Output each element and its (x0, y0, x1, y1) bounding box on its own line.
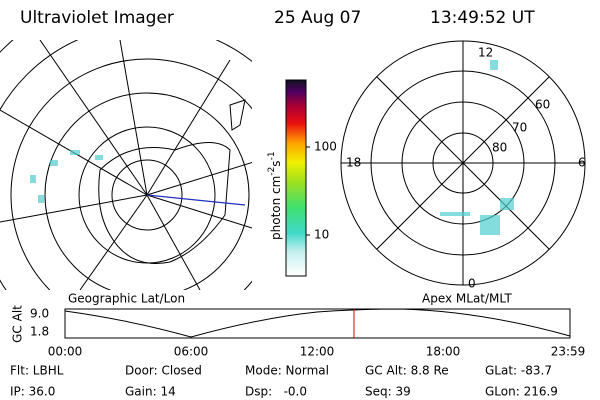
altitude-plot: GC Alt 9.0 1.8 00:00 06:00 12:00 18:00 2… (11, 305, 586, 359)
time-label: 00:00 (48, 345, 83, 359)
time-label: 18:00 (426, 345, 461, 359)
mlt-label: 0 (468, 277, 476, 291)
info-field: GC Alt: 8.8 Re (365, 364, 449, 378)
alt-axis-label: GC Alt (11, 305, 25, 343)
apex-map: 12 18 6 0 60 70 80 (340, 40, 586, 291)
title: Ultraviolet Imager (20, 8, 174, 28)
info-field: Mode: Normal (245, 364, 329, 378)
info-field: Gain: 14 (125, 385, 176, 399)
info-field: Dsp: -0.0 (245, 385, 307, 399)
colorbar-label: photon cm-2s-1 (267, 151, 283, 240)
colorbar (285, 79, 307, 277)
lat-label: 60 (535, 98, 550, 112)
info-block: Flt: LBHL Door: Closed Mode: Normal GC Alt:… (10, 364, 558, 399)
mlt-label: 18 (346, 156, 361, 170)
lat-label: 80 (492, 141, 507, 155)
alt-y-label: 9.0 (30, 307, 49, 321)
alt-y-label: 1.8 (30, 325, 49, 339)
geographic-map (0, 40, 252, 290)
date: 25 Aug 07 (274, 8, 361, 28)
time-label: 23:59 (551, 345, 586, 359)
mlt-label: 12 (478, 46, 493, 60)
colorbar-tick: 100 (314, 140, 337, 154)
right-panel-label: Apex MLat/MLT (422, 292, 512, 306)
mlt-label: 6 (578, 156, 586, 170)
info-field: Door: Closed (125, 364, 202, 378)
info-field: GLat: -83.7 (485, 364, 552, 378)
left-panel-label: Geographic Lat/Lon (68, 292, 185, 306)
info-field: Seq: 39 (365, 385, 411, 399)
info-field: Flt: LBHL (10, 364, 64, 378)
time: 13:49:52 UT (430, 8, 535, 28)
time-label: 12:00 (300, 345, 335, 359)
lat-label: 70 (512, 121, 527, 135)
info-field: IP: 36.0 (10, 385, 55, 399)
time-label: 06:00 (174, 345, 209, 359)
info-field: GLon: 216.9 (485, 385, 558, 399)
colorbar-tick: 10 (314, 228, 329, 242)
